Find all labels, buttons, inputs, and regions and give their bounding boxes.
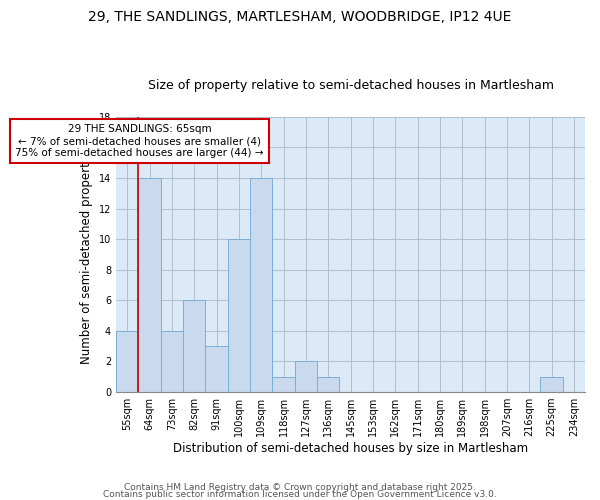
Bar bbox=[205, 346, 227, 392]
Y-axis label: Number of semi-detached properties: Number of semi-detached properties bbox=[80, 145, 93, 364]
Bar bbox=[183, 300, 205, 392]
Bar bbox=[250, 178, 272, 392]
Bar bbox=[116, 331, 139, 392]
Text: Contains HM Land Registry data © Crown copyright and database right 2025.: Contains HM Land Registry data © Crown c… bbox=[124, 484, 476, 492]
Text: 29 THE SANDLINGS: 65sqm
← 7% of semi-detached houses are smaller (4)
75% of semi: 29 THE SANDLINGS: 65sqm ← 7% of semi-det… bbox=[15, 124, 264, 158]
Bar bbox=[541, 377, 563, 392]
Text: Contains public sector information licensed under the Open Government Licence v3: Contains public sector information licen… bbox=[103, 490, 497, 499]
Bar bbox=[317, 377, 340, 392]
X-axis label: Distribution of semi-detached houses by size in Martlesham: Distribution of semi-detached houses by … bbox=[173, 442, 528, 455]
Bar bbox=[272, 377, 295, 392]
Title: Size of property relative to semi-detached houses in Martlesham: Size of property relative to semi-detach… bbox=[148, 79, 554, 92]
Bar bbox=[161, 331, 183, 392]
Bar bbox=[227, 239, 250, 392]
Text: 29, THE SANDLINGS, MARTLESHAM, WOODBRIDGE, IP12 4UE: 29, THE SANDLINGS, MARTLESHAM, WOODBRIDG… bbox=[88, 10, 512, 24]
Bar bbox=[139, 178, 161, 392]
Bar bbox=[295, 362, 317, 392]
